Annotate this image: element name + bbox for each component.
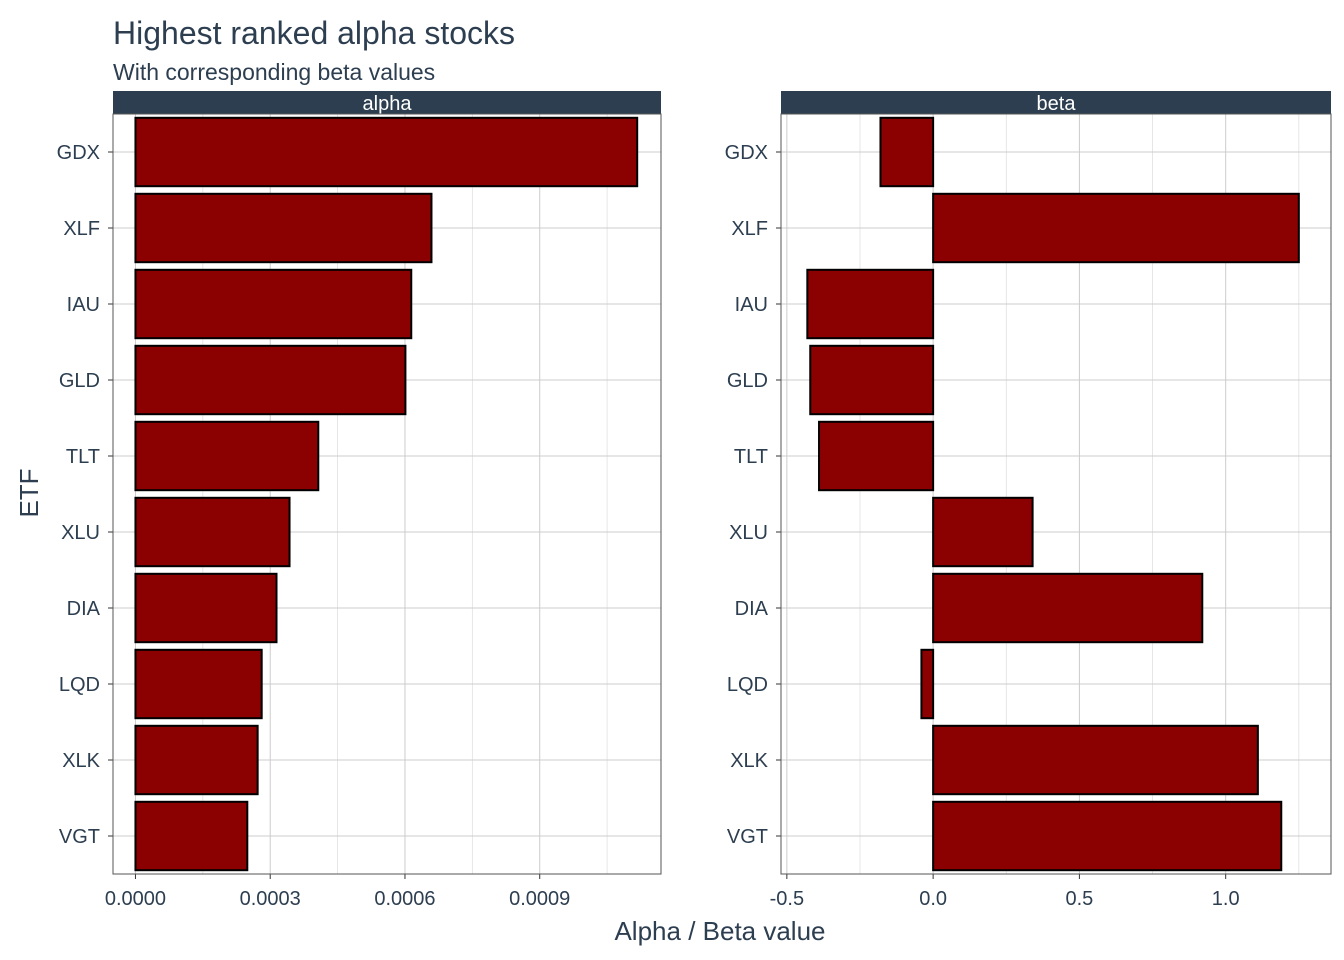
y-tick-label: XLU: [729, 522, 768, 544]
bar-beta-tlt: [818, 420, 935, 492]
panel-alpha: alpha 0.0000 0.0003 0.0006 0.0009 GDX XLF IAU GL…: [57, 91, 662, 910]
bar-beta-lqd: [920, 648, 935, 720]
bar-beta-iau: [806, 268, 935, 340]
bar-beta-gdx: [879, 116, 935, 188]
y-tick-label: XLF: [731, 218, 768, 240]
y-tick-label: XLF: [63, 218, 100, 240]
facet-strip-label: beta: [1037, 93, 1077, 115]
x-tick-label: 1.0: [1212, 888, 1240, 910]
facet-strip-label: alpha: [363, 93, 413, 115]
y-tick-label: DIA: [735, 598, 769, 620]
bar-beta-xlk: [932, 724, 1259, 796]
chart-subtitle: With corresponding beta values: [113, 59, 435, 85]
x-tick-label: 0.5: [1065, 888, 1093, 910]
panel-beta: beta -0.5 0.0 0.5 1.0 GDX XLF IAU GLD TLT XLU DIA LQ…: [725, 91, 1332, 910]
y-tick-label: VGT: [727, 826, 768, 848]
y-tick-label: DIA: [67, 598, 101, 620]
bar-beta-xlf: [932, 192, 1300, 264]
y-tick-label: IAU: [67, 294, 100, 316]
y-tick-label: TLT: [734, 446, 768, 468]
y-tick-label: TLT: [66, 446, 100, 468]
bar-alpha-dia: [134, 572, 278, 644]
chart-title: Highest ranked alpha stocks: [113, 15, 515, 51]
bar-alpha-lqd: [134, 648, 263, 720]
x-tick-label: 0.0000: [105, 888, 166, 910]
x-axis-title: Alpha / Beta value: [614, 916, 825, 946]
y-axis-title: ETF: [14, 468, 44, 517]
bar-alpha-tlt: [134, 420, 320, 492]
bar-beta-vgt: [932, 800, 1283, 872]
y-tick-label: LQD: [59, 674, 100, 696]
x-tick-label: 0.0003: [240, 888, 301, 910]
x-tick-label: 0.0009: [509, 888, 570, 910]
facet-strip: [781, 91, 1331, 114]
bar-alpha-gdx: [134, 116, 639, 188]
y-tick-label: XLK: [62, 750, 100, 772]
panel-border: [780, 113, 1332, 875]
x-tick-label: -0.5: [770, 888, 804, 910]
x-tick-label: 0.0006: [374, 888, 435, 910]
y-tick-label: XLK: [730, 750, 768, 772]
bar-beta-dia: [932, 572, 1204, 644]
bar-beta-gld: [809, 344, 935, 416]
y-tick-label: XLU: [61, 522, 100, 544]
y-tick-label: GLD: [727, 370, 768, 392]
facet-panels: alpha 0.0000 0.0003 0.0006 0.0009 GDX XLF IAU GL…: [57, 91, 1332, 910]
y-tick-label: GLD: [59, 370, 100, 392]
bar-alpha-xlk: [134, 724, 259, 796]
bar-beta-xlu: [932, 496, 1034, 568]
panel-border: [112, 113, 662, 875]
x-tick-label: 0.0: [919, 888, 947, 910]
y-tick-label: GDX: [725, 142, 768, 164]
bar-alpha-gld: [134, 344, 407, 416]
y-tick-label: GDX: [57, 142, 100, 164]
bar-alpha-xlf: [134, 192, 433, 264]
y-tick-label: LQD: [727, 674, 768, 696]
y-tick-label: IAU: [735, 294, 768, 316]
bar-alpha-vgt: [134, 800, 249, 872]
facet-strip: [113, 91, 661, 114]
y-tick-label: VGT: [59, 826, 100, 848]
bar-alpha-xlu: [134, 496, 291, 568]
bar-alpha-iau: [134, 268, 413, 340]
